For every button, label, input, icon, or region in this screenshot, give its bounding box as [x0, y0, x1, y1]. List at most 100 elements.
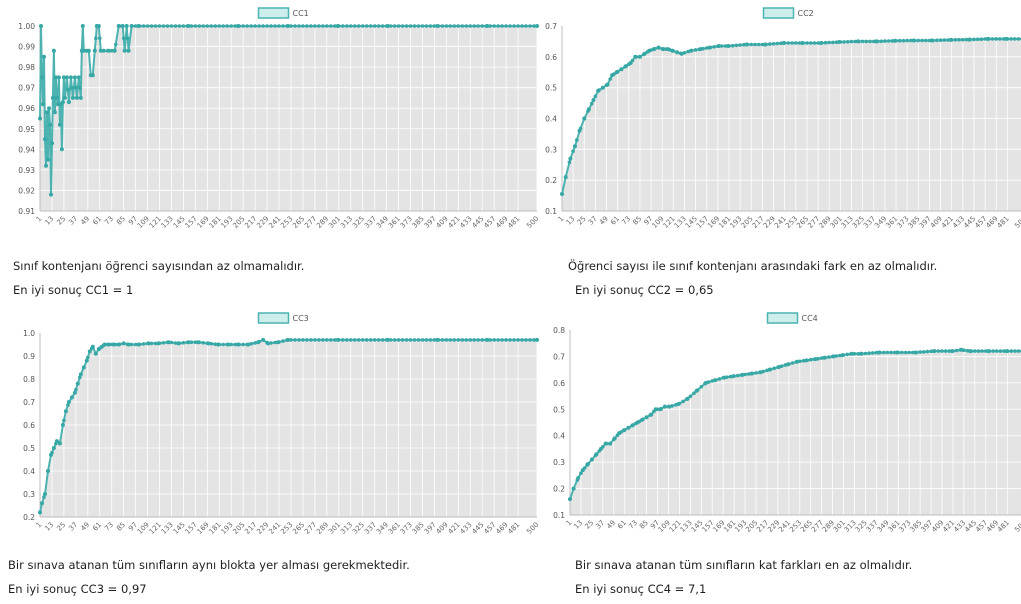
data-point: [345, 338, 349, 342]
data-point: [90, 347, 94, 351]
data-point: [846, 40, 850, 44]
data-point: [801, 41, 805, 45]
data-point: [42, 55, 46, 59]
data-point: [583, 117, 587, 121]
data-point: [73, 75, 77, 79]
data-point: [97, 24, 101, 28]
data-point: [277, 340, 281, 344]
data-point: [685, 397, 689, 401]
data-point: [206, 24, 210, 28]
data-point: [281, 339, 285, 343]
data-point: [345, 24, 349, 28]
data-point: [154, 24, 158, 28]
data-point: [594, 454, 598, 458]
y-tick-label: 0.5: [545, 84, 557, 93]
data-point: [480, 24, 484, 28]
data-point: [701, 47, 705, 51]
data-point: [118, 343, 122, 347]
data-point: [809, 41, 813, 45]
data-point: [845, 353, 849, 357]
data-point: [285, 24, 289, 28]
data-point: [835, 40, 839, 44]
data-point: [138, 24, 142, 28]
legend-label: CC1: [293, 9, 309, 18]
caption-cc4-result: En iyi sonuç CC4 = 7,1: [575, 582, 706, 596]
data-point: [341, 24, 345, 28]
data-point: [973, 349, 977, 353]
data-point: [79, 96, 83, 100]
data-point: [433, 338, 437, 342]
y-tick-label: 0.4: [23, 467, 35, 476]
data-point: [564, 175, 568, 179]
data-point: [675, 50, 679, 54]
data-point: [652, 410, 656, 414]
data-point: [273, 341, 277, 345]
y-tick-label: 0.7: [23, 398, 35, 407]
data-point: [305, 338, 309, 342]
data-point: [714, 378, 718, 382]
data-point: [709, 46, 713, 50]
data-point: [293, 338, 297, 342]
data-point: [928, 39, 932, 43]
data-point: [429, 24, 433, 28]
data-point: [597, 88, 601, 92]
data-point: [54, 76, 58, 80]
data-point: [634, 55, 638, 59]
data-point: [102, 344, 106, 348]
data-point: [218, 24, 222, 28]
data-point: [122, 37, 126, 41]
data-point: [289, 24, 293, 28]
y-tick-label: 0.92: [18, 186, 35, 195]
data-point: [389, 338, 393, 342]
data-point: [425, 338, 429, 342]
x-tick-label: 73: [103, 521, 115, 533]
data-point: [253, 24, 257, 28]
data-point: [166, 341, 170, 345]
data-point: [762, 370, 766, 374]
data-point: [158, 341, 162, 345]
data-point: [241, 343, 245, 347]
data-point: [214, 24, 218, 28]
data-point: [649, 48, 653, 52]
data-point: [805, 359, 809, 363]
data-point: [516, 338, 520, 342]
x-tick-label: 13: [43, 215, 55, 227]
data-point: [461, 338, 465, 342]
data-point: [289, 338, 293, 342]
data-point: [265, 24, 269, 28]
data-point: [46, 158, 50, 162]
data-point: [583, 466, 587, 470]
data-point: [824, 41, 828, 45]
data-point: [642, 53, 646, 57]
y-tick-label: 0.6: [553, 379, 565, 388]
data-point: [353, 24, 357, 28]
x-tick-label: 61: [91, 521, 103, 533]
data-point: [740, 373, 744, 377]
data-point: [373, 24, 377, 28]
data-point: [657, 46, 661, 50]
x-tick-label: 1: [557, 215, 566, 224]
data-point: [465, 338, 469, 342]
data-point: [433, 24, 437, 28]
data-point: [827, 41, 831, 45]
data-point: [776, 42, 780, 46]
data-point: [944, 349, 948, 353]
data-point: [909, 39, 913, 43]
data-point: [293, 24, 297, 28]
data-point: [601, 86, 605, 90]
data-point: [656, 408, 660, 412]
x-tick-label: 37: [67, 521, 79, 533]
data-point: [667, 405, 671, 409]
data-point: [743, 373, 747, 377]
data-point: [977, 349, 981, 353]
data-point: [987, 37, 991, 41]
data-point: [138, 343, 142, 347]
data-point: [965, 38, 969, 42]
data-point: [78, 376, 82, 380]
y-tick-label: 0.95: [18, 125, 35, 134]
data-point: [991, 37, 995, 41]
data-point: [612, 72, 616, 76]
data-point: [393, 24, 397, 28]
